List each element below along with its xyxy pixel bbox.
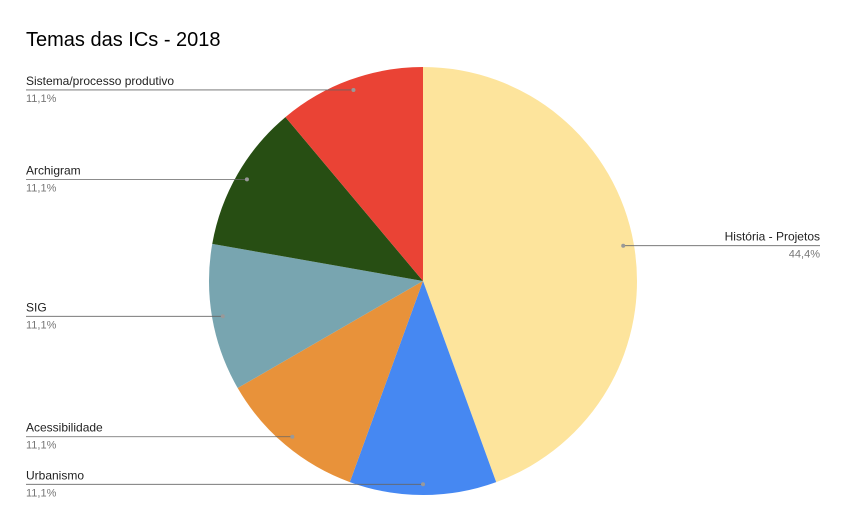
- pie-slice: [237, 281, 423, 483]
- legend-label: SIG: [26, 300, 47, 314]
- legend-label: Archigram: [26, 163, 81, 177]
- leader-dot: [244, 177, 249, 182]
- legend-label: Sistema/processo produtivo: [26, 74, 174, 88]
- leader-dot: [351, 87, 356, 92]
- leader-dot: [220, 314, 225, 319]
- value-label: 11,1%: [26, 93, 57, 105]
- leader-dot: [290, 434, 295, 439]
- chart-title: Temas das ICs - 2018: [26, 29, 221, 51]
- value-label: 11,1%: [26, 440, 57, 452]
- legend-label: Acessibilidade: [26, 421, 103, 435]
- pie-slice: [209, 243, 423, 388]
- legend-label: Urbanismo: [26, 468, 84, 482]
- pie-slice: [285, 67, 423, 281]
- pie-slice: [212, 117, 423, 281]
- pie-slice: [423, 67, 637, 483]
- value-label: 11,1%: [26, 319, 57, 331]
- value-label: 44,4%: [789, 249, 820, 261]
- leader-dot: [621, 243, 626, 248]
- value-label: 11,1%: [26, 487, 57, 499]
- legend-label: História - Projetos: [725, 230, 820, 244]
- value-label: 11,1%: [26, 182, 57, 194]
- pie-slice: [349, 281, 497, 495]
- leader-dot: [421, 482, 425, 487]
